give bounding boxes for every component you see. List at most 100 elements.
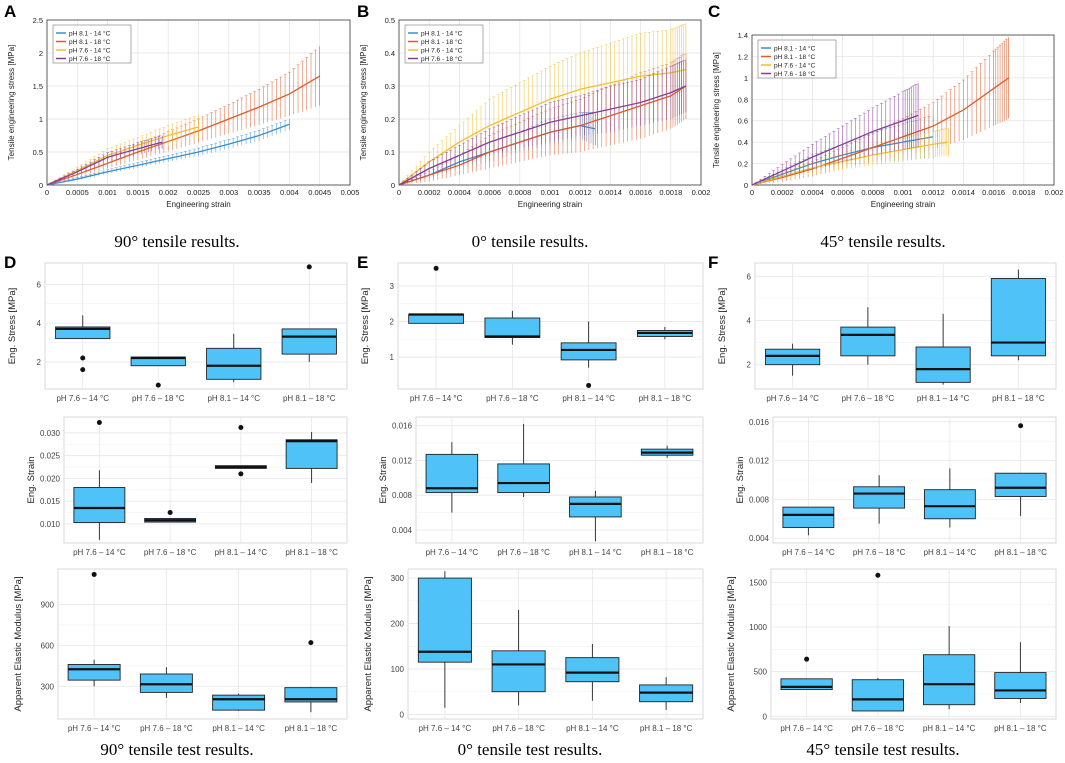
box-2 xyxy=(853,475,906,524)
y-tick-label: 0.010 xyxy=(40,520,61,529)
box-3 xyxy=(915,313,971,385)
category-label: pH 7.6 – 18 °C xyxy=(132,394,185,403)
box-4 xyxy=(639,677,694,710)
chart-f1: 2 4 6 pH 7.6 – 14 °C pH 7.6 – 18 °C pH 8.1 – … xyxy=(717,262,1057,403)
plot-area xyxy=(397,262,704,390)
y-tick-label: 100 xyxy=(391,665,405,674)
legend-box xyxy=(404,24,484,64)
y-tick-label: 0 xyxy=(744,181,748,190)
x-tick-label: 0.0025 xyxy=(187,188,210,197)
legend: pH 8.1 - 14 °CpH 8.1 - 18 °CpH 7.6 - 14 … xyxy=(404,24,484,64)
y-axis-label: Apparent Elastic Modulus [MPa] xyxy=(363,576,374,711)
box-body xyxy=(782,506,835,528)
box-body xyxy=(994,472,1047,497)
y-axis-label: Eng. Stress [MPa] xyxy=(717,288,728,365)
y-tick-label: 2.5 xyxy=(33,16,43,25)
legend-label: pH 7.6 - 18 °C xyxy=(421,55,463,63)
y-tick-label: 4 xyxy=(747,316,752,325)
y-axis-label: Apparent Elastic Modulus [MPa] xyxy=(726,576,737,711)
y-tick-label: 0.2 xyxy=(738,160,748,169)
category-label: pH 7.6 – 14 °C xyxy=(766,394,819,403)
box-body xyxy=(491,650,546,693)
series-line xyxy=(46,123,290,186)
y-tick-label: 2 xyxy=(390,318,395,327)
box-1 xyxy=(417,571,472,708)
box-3 xyxy=(569,490,622,542)
category-label: pH 8.1 – 14 °C xyxy=(562,394,615,403)
category-label: pH 8.1 – 18 °C xyxy=(285,724,338,733)
outlier-point xyxy=(1018,423,1024,429)
y-tick-label: 500 xyxy=(754,668,768,677)
series-line xyxy=(46,126,199,186)
box-3 xyxy=(560,321,617,388)
caption-90-tensile-test-results: 90° tensile test results. xyxy=(100,740,253,759)
y-tick-label: 1.4 xyxy=(738,31,748,40)
legend-box xyxy=(52,24,132,64)
chart-e2: 0.004 0.008 0.012 0.016 pH 7.6 – 14 °C pH 7.6… xyxy=(378,416,704,557)
y-tick-label: 1 xyxy=(744,74,748,83)
charts-layer: 0 0.0005 0.001 0.0015 0.002 0.0025 0.003 0.0035… xyxy=(7,16,1063,733)
outlier-point xyxy=(80,367,86,373)
x-tick-label: 0.0006 xyxy=(831,188,854,197)
x-tick-label: 0.002 xyxy=(692,188,711,197)
category-label: pH 7.6 – 14 °C xyxy=(419,724,472,733)
box-body xyxy=(55,326,111,340)
plot-frame xyxy=(398,19,702,186)
y-tick-label: 0.030 xyxy=(40,429,61,438)
x-tick-label: 0.0006 xyxy=(478,188,501,197)
x-axis-label: Engineering strain xyxy=(518,200,582,209)
x-tick-label: 0.0018 xyxy=(1012,188,1035,197)
y-tick-label: 1500 xyxy=(749,578,767,587)
category-label: pH 7.6 – 14 °C xyxy=(426,548,479,557)
y-tick-label: 0.4 xyxy=(385,49,395,58)
x-tick-label: 0.0008 xyxy=(861,188,884,197)
outlier-point xyxy=(238,424,244,430)
chart-f3: 0 500 1000 1500 pH 7.6 – 14 °C pH 7.6 – 18 °C… xyxy=(726,568,1057,733)
box-body xyxy=(67,664,121,681)
y-axis-label: Tensile engineering stress [MPa] xyxy=(7,45,16,161)
y-tick-label: 0 xyxy=(400,710,405,719)
category-label: pH 8.1 – 14 °C xyxy=(215,548,268,557)
outlier-point xyxy=(306,264,312,270)
box-3 xyxy=(214,424,267,477)
box-4 xyxy=(640,445,694,458)
box-body xyxy=(994,672,1047,699)
series-line xyxy=(398,68,687,186)
box-4 xyxy=(636,326,693,340)
chart-d3: 300 600 900 pH 7.6 – 14 °C pH 7.6 – 18 °C pH … xyxy=(13,568,348,733)
x-tick-label: 0.0045 xyxy=(308,188,331,197)
outlier-point xyxy=(308,640,314,646)
category-label: pH 7.6 – 18 °C xyxy=(853,548,906,557)
y-axis-label: Tensile engineering stress [MPa] xyxy=(712,52,721,168)
box-3 xyxy=(923,626,976,710)
category-label: pH 8.1 – 14 °C xyxy=(566,724,619,733)
box-body xyxy=(990,278,1046,357)
box-body xyxy=(285,439,338,469)
category-label: pH 8.1 – 14 °C xyxy=(212,724,265,733)
panel-letter-a: A xyxy=(4,2,16,21)
y-tick-label: 1.2 xyxy=(738,52,748,61)
x-tick-label: 0.0012 xyxy=(922,188,945,197)
outlier-point xyxy=(238,471,244,477)
box-2 xyxy=(484,310,541,345)
y-tick-label: 0.004 xyxy=(392,526,413,535)
box-body xyxy=(417,577,472,663)
x-tick-label: 0.0018 xyxy=(659,188,682,197)
x-tick-label: 0 xyxy=(45,188,49,197)
category-label: pH 8.1 – 14 °C xyxy=(917,394,970,403)
outlier-point xyxy=(433,265,439,271)
box-body xyxy=(569,496,622,518)
box-2 xyxy=(851,572,904,712)
caption-45-tensile-results: 45° tensile results. xyxy=(820,232,945,251)
category-label: pH 8.1 – 14 °C xyxy=(207,394,260,403)
box-body xyxy=(408,314,465,324)
box-4 xyxy=(284,640,338,713)
series-ph-7-6-18-c xyxy=(751,83,919,186)
category-label: pH 7.6 – 14 °C xyxy=(782,548,835,557)
outlier-point xyxy=(586,382,592,388)
panel-letter-b: B xyxy=(357,2,369,21)
category-label: pH 7.6 – 18 °C xyxy=(140,724,193,733)
box-4 xyxy=(285,432,338,483)
x-axis-label: Engineering strain xyxy=(871,200,935,209)
x-tick-label: 0.0035 xyxy=(248,188,271,197)
